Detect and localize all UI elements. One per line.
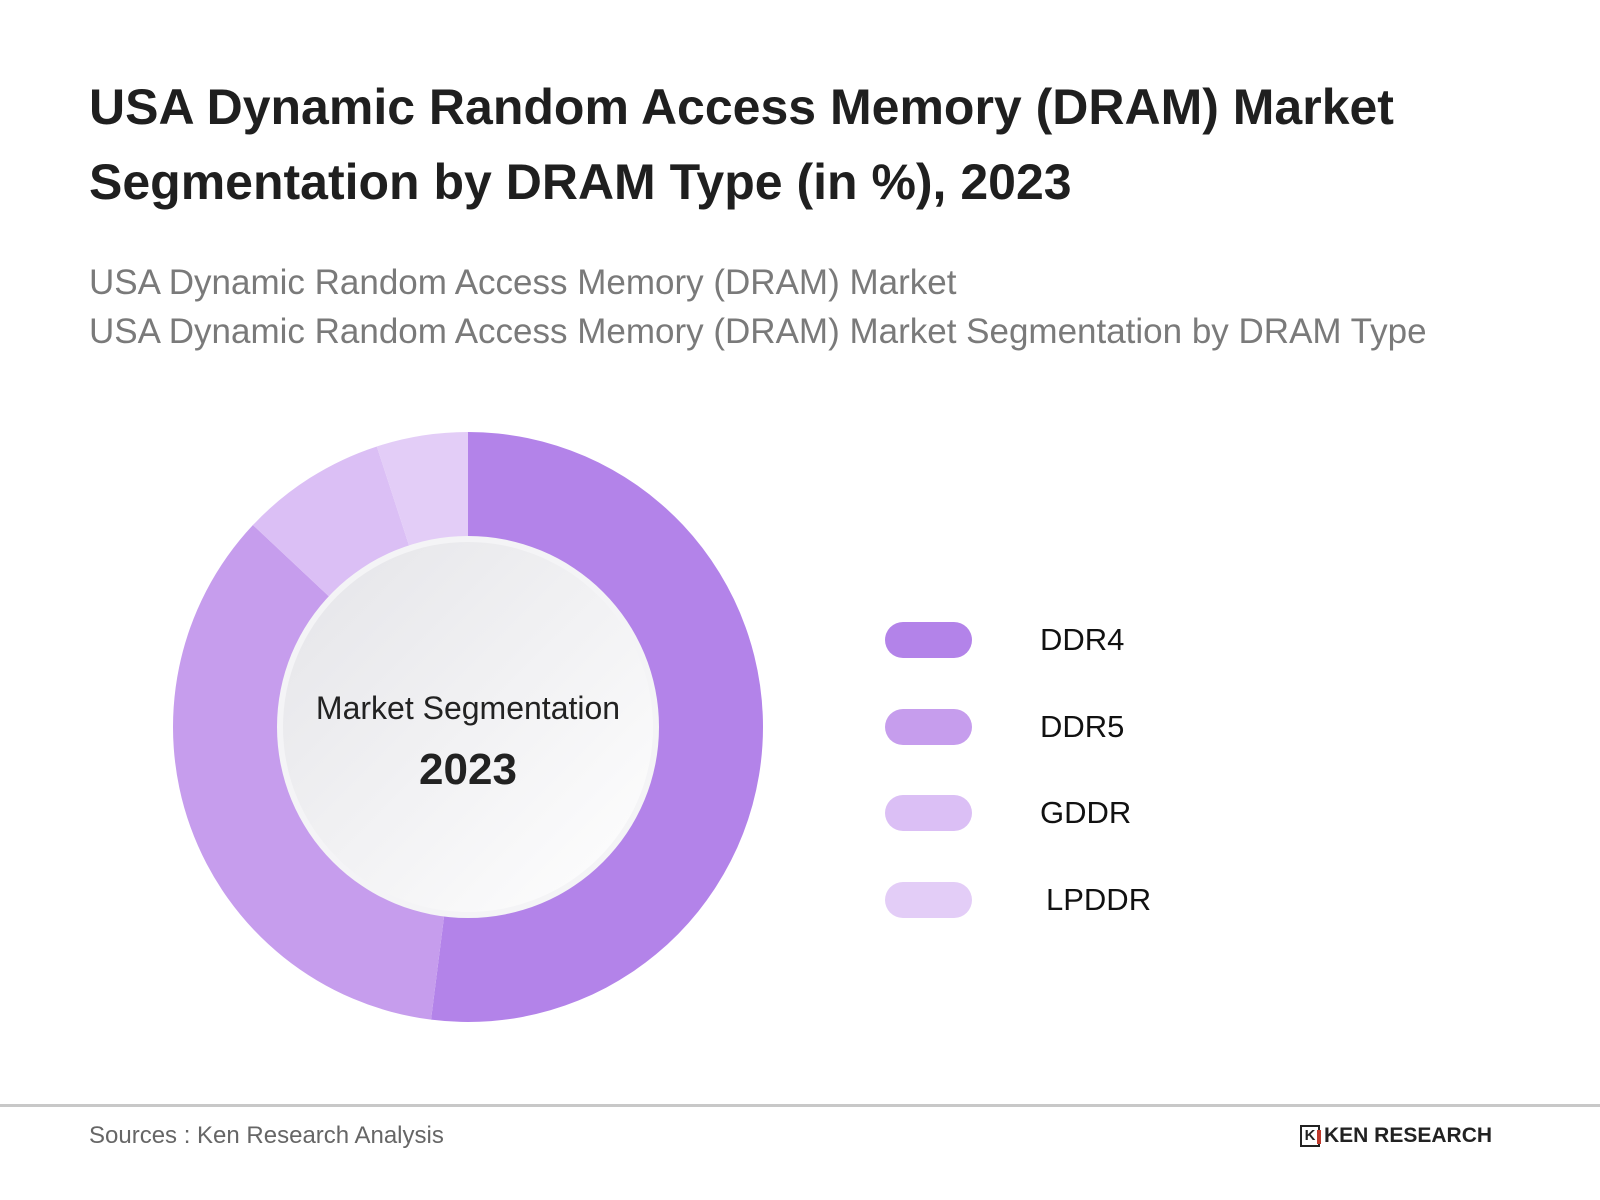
legend-item-ddr5: DDR5 bbox=[885, 707, 1285, 747]
sources-note: Sources : Ken Research Analysis bbox=[89, 1122, 444, 1149]
chart-subtitle: USA Dynamic Random Access Memory (DRAM) … bbox=[89, 258, 1427, 356]
ken-research-logo: K KEN RESEARCH bbox=[1300, 1124, 1492, 1148]
subtitle-line-1: USA Dynamic Random Access Memory (DRAM) … bbox=[89, 263, 957, 302]
center-label: Market Segmentation bbox=[315, 690, 621, 726]
logo-mark-icon: K bbox=[1300, 1125, 1321, 1147]
legend-item-ddr4: DDR4 bbox=[885, 620, 1285, 660]
center-year: 2023 bbox=[419, 745, 517, 794]
donut-slice-ddr4 bbox=[431, 432, 763, 1022]
footer-divider bbox=[0, 1104, 1600, 1107]
legend-label: GDDR bbox=[1040, 795, 1132, 830]
legend-label: LPDDR bbox=[1046, 882, 1152, 917]
legend-label: DDR5 bbox=[1040, 709, 1125, 744]
legend-swatch bbox=[885, 709, 972, 745]
legend-swatch bbox=[885, 882, 972, 918]
legend-swatch bbox=[885, 795, 972, 831]
donut-slice-ddr5 bbox=[173, 525, 446, 1020]
legend-label: DDR4 bbox=[1040, 622, 1125, 657]
chart-title: USA Dynamic Random Access Memory (DRAM) … bbox=[89, 79, 1394, 210]
legend-item-gddr: GDDR bbox=[885, 793, 1285, 833]
legend-swatch bbox=[885, 622, 972, 658]
subtitle-line-2: USA Dynamic Random Access Memory (DRAM) … bbox=[89, 312, 1427, 351]
donut-slice-lpddr bbox=[376, 432, 468, 556]
donut-hole-inner bbox=[283, 542, 653, 912]
logo-text: KEN RESEARCH bbox=[1324, 1124, 1493, 1147]
legend-item-lpddr: LPDDR bbox=[885, 880, 1285, 920]
